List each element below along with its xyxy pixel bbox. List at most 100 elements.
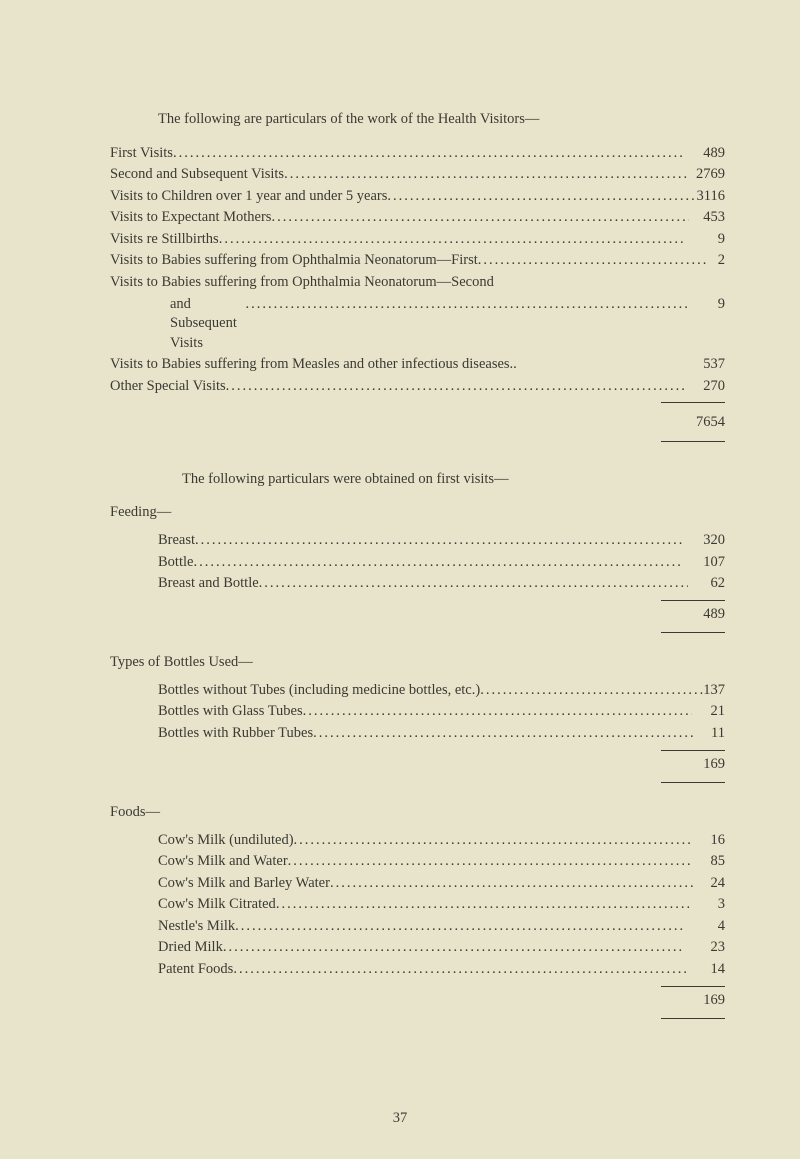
leader-dots (259, 574, 689, 594)
leader-dots (330, 874, 694, 894)
leader-dots (195, 531, 683, 551)
table-row: Cow's Milk and Water 85 (158, 852, 725, 872)
row-label: Bottles with Rubber Tubes (158, 724, 313, 744)
row-value: 4 (686, 917, 725, 937)
row-value: 24 (694, 874, 725, 894)
leader-dots (276, 895, 690, 915)
leader-dots (226, 377, 686, 397)
leader-dots (219, 230, 685, 250)
sub-intro-text: The following particulars were obtained … (110, 470, 725, 490)
row-value: 489 (682, 144, 726, 164)
leader-dots (288, 852, 691, 872)
row-value: 2 (706, 251, 725, 271)
total-value: 169 (661, 755, 725, 775)
row-label: Dried Milk (158, 938, 223, 958)
row-label: Patent Foods (158, 960, 233, 980)
leader-dots (233, 960, 686, 980)
table-row: Visits to Babies suffering from Ophthalm… (110, 251, 725, 271)
row-value: 537 (661, 355, 725, 375)
foods-section: Cow's Milk (undiluted) 16 Cow's Milk and… (110, 831, 725, 1020)
row-label: Bottle (158, 553, 193, 573)
leader-dots (480, 681, 703, 701)
row-value: 11 (693, 724, 725, 744)
row-label: Breast (158, 531, 195, 551)
leader-dots (245, 295, 687, 315)
table-row: Breast and Bottle 62 (158, 574, 725, 594)
row-value: 9 (685, 230, 725, 250)
row-label: Cow's Milk and Water (158, 852, 288, 872)
total-value: 169 (661, 991, 725, 1011)
row-value: 16 (691, 831, 725, 851)
table-row: Visits to Babies suffering from Measles … (110, 355, 725, 375)
row-value: 320 (683, 531, 725, 551)
table-row: Visits to Children over 1 year and under… (110, 187, 725, 207)
total-rule (158, 746, 725, 751)
total-rule (158, 982, 725, 987)
row-label: Visits to Babies suffering from Measles … (110, 355, 517, 375)
row-value: 3116 (697, 187, 725, 207)
row-value: 3 (690, 895, 725, 915)
row-label: Cow's Milk Citrated (158, 895, 276, 915)
row-label: Visits to Children over 1 year and under… (110, 187, 387, 207)
row-label: Second and Subsequent Visits (110, 165, 284, 185)
row-label: Nestle's Milk (158, 917, 235, 937)
table-row: Breast 320 (158, 531, 725, 551)
intro-text: The following are particulars of the wor… (110, 110, 725, 130)
bottles-heading: Types of Bottles Used— (110, 653, 725, 673)
leader-dots (313, 724, 692, 744)
total-rule (158, 778, 725, 783)
table-row: Bottles with Rubber Tubes 11 (158, 724, 725, 744)
total-rule (158, 596, 725, 601)
table-row: Visits to Expectant Mothers 453 (110, 208, 725, 228)
table-row: Other Special Visits 270 (110, 377, 725, 397)
leader-dots (173, 144, 682, 164)
feeding-section: Breast 320 Bottle 107 Breast and Bottle … (110, 531, 725, 633)
table-row: Bottles with Glass Tubes 21 (158, 702, 725, 722)
row-label: Cow's Milk and Barley Water (158, 874, 330, 894)
table-row: Bottles without Tubes (including medicin… (158, 681, 725, 701)
leader-dots (387, 187, 696, 207)
row-value: 9 (687, 295, 725, 315)
total-row: 169 (158, 755, 725, 775)
row-value: 137 (703, 681, 725, 701)
table-row: Cow's Milk (undiluted) 16 (158, 831, 725, 851)
row-label: Other Special Visits (110, 377, 226, 397)
total-rule (158, 1014, 725, 1019)
row-value: 2769 (690, 165, 725, 185)
foods-heading: Foods— (110, 803, 725, 823)
row-value: 453 (689, 208, 725, 228)
table-row: Second and Subsequent Visits 2769 (110, 165, 725, 185)
feeding-heading: Feeding— (110, 503, 725, 523)
total-rule (110, 437, 725, 442)
leader-dots (284, 165, 690, 185)
table-row: Cow's Milk and Barley Water 24 (158, 874, 725, 894)
table-row: Patent Foods 14 (158, 960, 725, 980)
total-row: 169 (158, 991, 725, 1011)
leader-dots (294, 831, 691, 851)
row-label-line1: Visits to Babies suffering from Ophthalm… (110, 273, 725, 293)
table-row: Visits re Stillbirths 9 (110, 230, 725, 250)
row-value: 62 (688, 574, 725, 594)
total-row: 489 (158, 605, 725, 625)
table-row: First Visits 489 (110, 144, 725, 164)
bottles-section: Bottles without Tubes (including medicin… (110, 681, 725, 783)
row-label: Visits re Stillbirths (110, 230, 219, 250)
table-row: Dried Milk 23 (158, 938, 725, 958)
total-value: 7654 (661, 413, 725, 433)
total-rule (158, 628, 725, 633)
page-number: 37 (0, 1109, 800, 1129)
row-value: 21 (692, 702, 725, 722)
table-row: Visits to Babies suffering from Ophthalm… (110, 273, 725, 353)
leader-dots (193, 553, 683, 573)
table-row: Cow's Milk Citrated 3 (158, 895, 725, 915)
total-value: 489 (661, 605, 725, 625)
leader-dots (271, 208, 689, 228)
leader-dots (303, 702, 692, 722)
row-label: Visits to Expectant Mothers (110, 208, 271, 228)
row-value: 270 (686, 377, 725, 397)
leader-dots (478, 251, 706, 271)
leader-dots (235, 917, 686, 937)
row-value: 107 (683, 553, 725, 573)
row-label: Breast and Bottle (158, 574, 259, 594)
table-row: Nestle's Milk 4 (158, 917, 725, 937)
